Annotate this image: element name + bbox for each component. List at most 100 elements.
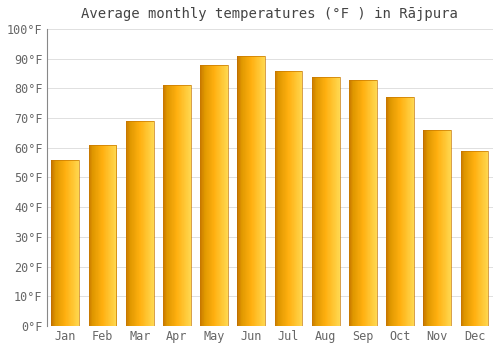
Bar (481, 151, 482, 326)
Bar (112, 145, 113, 326)
Bar (91, 145, 92, 326)
Bar (472, 151, 473, 326)
Bar (64, 160, 65, 326)
Bar (132, 121, 133, 326)
Bar (163, 85, 164, 326)
Bar (442, 130, 443, 326)
Bar (312, 77, 313, 326)
Bar (97, 145, 98, 326)
Bar (152, 121, 153, 326)
Bar (69, 160, 70, 326)
Bar (298, 71, 299, 326)
Bar (245, 56, 246, 326)
Bar (333, 77, 334, 326)
Bar (366, 79, 367, 326)
Bar (285, 71, 286, 326)
Bar (72, 160, 73, 326)
Bar (486, 151, 488, 326)
Bar (369, 79, 370, 326)
Bar (264, 56, 266, 326)
Bar (209, 65, 210, 326)
Bar (446, 130, 447, 326)
Bar (274, 71, 302, 326)
Bar (462, 151, 464, 326)
Bar (77, 160, 78, 326)
Bar (166, 85, 167, 326)
Bar (460, 151, 488, 326)
Bar (352, 79, 353, 326)
Bar (441, 130, 442, 326)
Bar (403, 97, 404, 326)
Bar (146, 121, 147, 326)
Bar (326, 77, 327, 326)
Bar (475, 151, 476, 326)
Bar (313, 77, 314, 326)
Bar (207, 65, 208, 326)
Bar (312, 77, 340, 326)
Bar (396, 97, 398, 326)
Bar (471, 151, 472, 326)
Bar (246, 56, 247, 326)
Title: Average monthly temperatures (°F ) in Rājpura: Average monthly temperatures (°F ) in Rā… (82, 7, 458, 21)
Bar (137, 121, 138, 326)
Bar (129, 121, 130, 326)
Bar (485, 151, 486, 326)
Bar (253, 56, 254, 326)
Bar (205, 65, 206, 326)
Bar (143, 121, 144, 326)
Bar (371, 79, 372, 326)
Bar (376, 79, 377, 326)
Bar (53, 160, 54, 326)
Bar (292, 71, 293, 326)
Bar (359, 79, 360, 326)
Bar (409, 97, 410, 326)
Bar (61, 160, 62, 326)
Bar (349, 79, 350, 326)
Bar (63, 160, 64, 326)
Bar (76, 160, 77, 326)
Bar (243, 56, 244, 326)
Bar (430, 130, 431, 326)
Bar (62, 160, 63, 326)
Bar (278, 71, 279, 326)
Bar (486, 151, 487, 326)
Bar (336, 77, 337, 326)
Bar (114, 145, 115, 326)
Bar (90, 145, 91, 326)
Bar (334, 77, 335, 326)
Bar (468, 151, 469, 326)
Bar (427, 130, 428, 326)
Bar (335, 77, 336, 326)
Bar (149, 121, 150, 326)
Bar (173, 85, 174, 326)
Bar (356, 79, 358, 326)
Bar (212, 65, 213, 326)
Bar (413, 97, 414, 326)
Bar (282, 71, 283, 326)
Bar (444, 130, 445, 326)
Bar (325, 77, 326, 326)
Bar (374, 79, 375, 326)
Bar (240, 56, 242, 326)
Bar (445, 130, 446, 326)
Bar (394, 97, 395, 326)
Bar (410, 97, 412, 326)
Bar (286, 71, 287, 326)
Bar (316, 77, 317, 326)
Bar (238, 56, 265, 326)
Bar (208, 65, 209, 326)
Bar (482, 151, 483, 326)
Bar (411, 97, 412, 326)
Bar (473, 151, 474, 326)
Bar (71, 160, 72, 326)
Bar (190, 85, 191, 326)
Bar (339, 77, 340, 326)
Bar (98, 145, 99, 326)
Bar (362, 79, 363, 326)
Bar (144, 121, 146, 326)
Bar (54, 160, 55, 326)
Bar (390, 97, 391, 326)
Bar (448, 130, 449, 326)
Bar (293, 71, 294, 326)
Bar (438, 130, 439, 326)
